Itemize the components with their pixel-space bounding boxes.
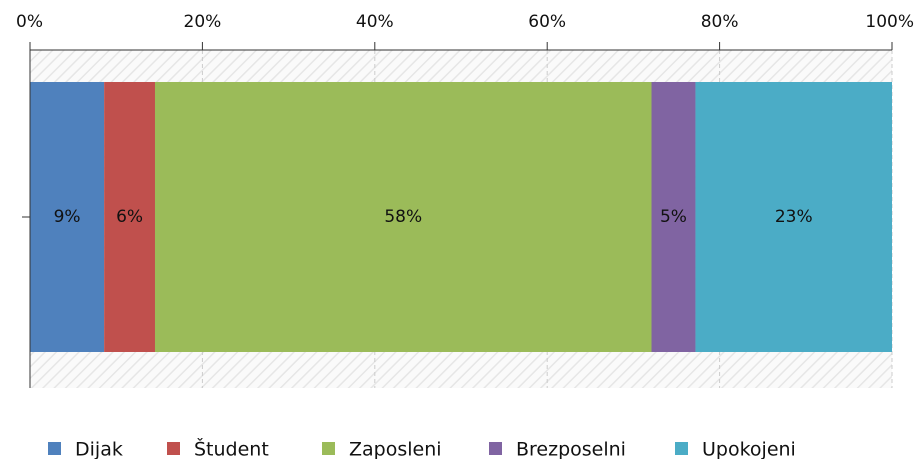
- legend-swatch: [48, 442, 61, 455]
- legend-swatch: [167, 442, 180, 455]
- bar-segment: [104, 82, 155, 352]
- data-label: 58%: [384, 207, 422, 227]
- data-label: 9%: [54, 207, 81, 227]
- legend-label: Zaposleni: [349, 439, 442, 459]
- legend-label: Dijak: [75, 439, 123, 459]
- x-tick-label: 0%: [16, 12, 43, 32]
- bar-segment: [695, 82, 892, 352]
- data-label: 23%: [775, 207, 813, 227]
- legend-label: Brezposelni: [516, 439, 626, 459]
- legend-swatch: [489, 442, 502, 455]
- bar-segment: [154, 82, 652, 352]
- x-tick-label: 80%: [701, 12, 739, 32]
- x-tick-label: 60%: [528, 12, 566, 32]
- bar-segment: [651, 82, 696, 352]
- legend-swatch: [675, 442, 688, 455]
- data-label: 6%: [116, 207, 143, 227]
- x-tick-label: 40%: [356, 12, 394, 32]
- legend-label: Upokojeni: [702, 439, 796, 459]
- x-tick-label: 20%: [184, 12, 222, 32]
- data-label: 5%: [660, 207, 687, 227]
- bar-segment: [30, 82, 105, 352]
- x-tick-label: 100%: [865, 12, 914, 32]
- legend-swatch: [322, 442, 335, 455]
- legend-label: Študent: [194, 437, 269, 459]
